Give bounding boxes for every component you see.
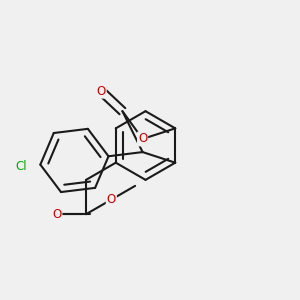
Text: O: O xyxy=(97,85,106,98)
Text: O: O xyxy=(107,193,116,206)
Text: Cl: Cl xyxy=(16,160,27,173)
Text: O: O xyxy=(52,208,62,221)
Text: O: O xyxy=(138,133,147,146)
